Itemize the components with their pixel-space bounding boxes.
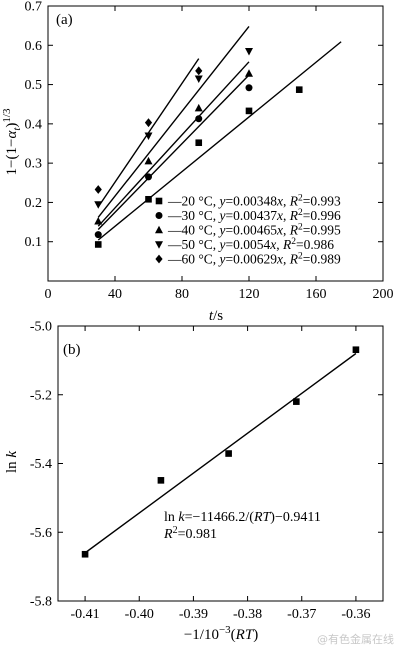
panel-a-y-tick-label: 0.4	[25, 117, 43, 132]
panel-a-x-tick-label: 160	[306, 287, 327, 302]
panel-a-point-triangle-up	[94, 216, 103, 225]
panel-a-point-triangle-down	[245, 47, 253, 56]
panel-a-fit-line-20c	[97, 41, 342, 241]
panel-a-legend-marker	[155, 212, 163, 219]
panel-a-x-tick-label: 120	[239, 287, 260, 302]
panel-b-x-tick-label: -0.37	[287, 607, 316, 622]
panel-a-x-tick-label: 40	[108, 287, 122, 302]
panel-b-plot-frame	[57, 325, 384, 602]
panel-b-point	[81, 550, 89, 558]
panel-a-point-triangle-down	[194, 75, 203, 83]
panel-a-point-square	[295, 86, 303, 93]
panel-a-fit-line-30c	[97, 74, 250, 230]
panel-b-point	[225, 450, 232, 457]
panel-b-x-tick-label: -0.39	[179, 607, 208, 622]
panel-a-legend-marker	[155, 241, 163, 249]
panel-a-fit-line-40c	[97, 61, 250, 227]
panel-a-legend-entry: —40 °C, y=0.00465x, R2=0.995	[167, 223, 341, 238]
panel-a-kinetics-plot: (a) 1−(1−αt)1/3 t/s 0 40 80 120 160 200 0.1 0.2…	[1, 0, 394, 324]
panel-b-fit-r-squared: R2=0.981	[163, 525, 217, 542]
panel-a-point-square	[195, 139, 203, 147]
panel-b-point	[157, 477, 165, 484]
panel-a-y-tick-label: 0.3	[25, 157, 43, 172]
panel-a-legend-entry: —60 °C, y=0.00629x, R2=0.989	[167, 252, 341, 267]
panel-a-point-diamond	[144, 118, 153, 128]
panel-a-point-triangle-down	[94, 201, 103, 209]
panel-a-legend: —20 °C, y=0.00348x, R2=0.993—30 °C, y=0.…	[155, 194, 341, 267]
panel-a-x-tick-label: 0	[45, 287, 52, 302]
panel-a-legend-entry: —30 °C, y=0.00437x, R2=0.996	[167, 208, 341, 223]
panel-a-x-tick-label: 80	[175, 287, 189, 302]
panel-a-legend-marker	[155, 197, 163, 205]
panel-b-x-tick-label: -0.41	[70, 607, 99, 622]
panel-a-x-tick-label: 200	[373, 287, 394, 302]
panel-a-legend-marker	[155, 225, 163, 234]
panel-b-fit-equation: ln k=−11466.2/(RT)−0.9411	[164, 510, 321, 525]
panel-a-x-axis-label: t/s	[209, 308, 223, 324]
watermark: @有色金属在线	[317, 632, 394, 646]
panel-a-y-tick-label: 0.2	[25, 196, 43, 211]
panel-b-y-tick-label: -5.4	[30, 457, 52, 472]
panel-a-point-circle	[195, 115, 203, 123]
panel-b-point	[293, 398, 300, 405]
panel-a-point-square	[94, 241, 102, 248]
panel-a-point-triangle-up	[194, 103, 203, 112]
panel-a-plot-frame	[47, 5, 384, 282]
panel-a-y-tick-label: 0.6	[25, 39, 43, 54]
panel-a-y-axis-label: 1−(1−αt)1/3	[1, 108, 23, 175]
panel-b-fit-line	[84, 352, 357, 554]
panel-a-point-circle	[245, 84, 253, 92]
panel-a-y-tick-label: 0.7	[25, 0, 43, 15]
panel-a-point-square	[245, 107, 253, 115]
panel-b-arrhenius-plot: (b) ln k −1/10−3(RT) -0.41 -0.40 -0.39 -0.3…	[4, 320, 384, 643]
panel-b-y-tick-label: -5.0	[30, 320, 52, 335]
panel-b-x-axis-label: −1/10−3(RT)	[184, 624, 258, 643]
panel-a-legend-marker	[155, 254, 163, 264]
panel-a-point-circle	[145, 173, 152, 181]
panel-a-point-square	[145, 195, 152, 203]
panel-a-point-triangle-up	[144, 156, 153, 165]
panel-b-x-tick-label: -0.36	[341, 607, 370, 622]
panel-b-point	[352, 346, 360, 354]
panel-a-y-tick-label: 0.1	[25, 235, 43, 250]
panel-a-y-tick-label: 0.5	[25, 78, 43, 93]
panel-a-legend-entry: —50 °C, y=0.0054x, R2=0.986	[167, 237, 334, 252]
panel-a-point-diamond	[195, 66, 203, 76]
panel-a-point-diamond	[94, 185, 102, 194]
panel-a-point-triangle-up	[245, 69, 253, 77]
panel-a-point-circle	[94, 231, 102, 239]
panel-b-x-tick-label: -0.40	[125, 607, 154, 622]
panel-a-point-triangle-down	[144, 132, 153, 140]
panel-b-y-tick-label: -5.8	[30, 595, 52, 610]
panel-b-label: (b)	[63, 342, 81, 358]
panel-b-y-axis-label: ln k	[4, 451, 20, 473]
panel-b-y-tick-label: -5.2	[30, 388, 52, 403]
panel-a-fit-line-50c	[97, 25, 250, 218]
panel-a-legend-entry: —20 °C, y=0.00348x, R2=0.993	[167, 194, 341, 209]
panel-b-y-tick-label: -5.6	[30, 526, 52, 541]
panel-a-label: (a)	[56, 12, 73, 28]
panel-b-x-tick-label: -0.38	[233, 607, 262, 622]
